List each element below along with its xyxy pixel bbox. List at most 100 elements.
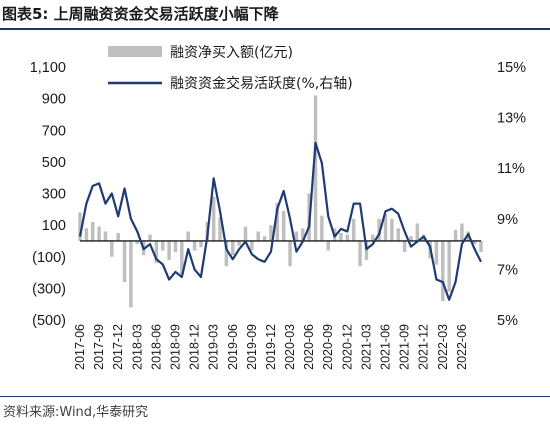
right-tick-label: 15%	[497, 60, 526, 76]
x-tick-label: 2019-12	[264, 324, 278, 370]
left-tick-label: (300)	[32, 281, 66, 297]
bar	[396, 228, 400, 241]
bar	[281, 210, 286, 241]
bar	[90, 221, 95, 241]
bar	[161, 240, 165, 251]
bar	[460, 223, 464, 241]
bar	[103, 231, 108, 241]
bar	[409, 236, 413, 241]
bar	[447, 240, 451, 292]
bar	[192, 240, 197, 251]
x-tick-label: 2017-06	[73, 324, 87, 370]
left-tick-label: 300	[42, 187, 66, 203]
left-tick-label: 1,100	[30, 60, 66, 76]
bar	[383, 214, 388, 241]
legend-line-label: 融资资金交易活跃度(%,右轴)	[170, 75, 353, 92]
legend: 融资净买入额(亿元) 融资资金交易活跃度(%,右轴)	[108, 45, 353, 92]
bar	[326, 240, 330, 251]
bar	[199, 240, 203, 248]
bar	[262, 236, 267, 241]
bar	[377, 218, 381, 241]
x-tick-label: 2022-06	[455, 324, 469, 370]
bar	[154, 240, 159, 264]
bar	[301, 228, 305, 241]
bar	[180, 240, 184, 275]
left-tick-label: 700	[42, 123, 66, 139]
left-tick-label: 500	[42, 155, 66, 171]
bar	[371, 234, 375, 241]
bar	[288, 240, 292, 267]
x-tick-label: 2021-12	[417, 324, 431, 370]
bar	[364, 240, 369, 260]
bar	[110, 240, 114, 257]
left-tick-label: 900	[42, 92, 66, 108]
bar	[237, 240, 241, 246]
bar	[84, 228, 89, 241]
bar	[453, 229, 458, 241]
x-tick-label: 2019-06	[226, 324, 240, 370]
x-tick-label: 2019-03	[207, 324, 221, 370]
x-tick-label: 2020-06	[302, 324, 316, 370]
right-tick-label: 11%	[497, 161, 525, 177]
bar	[243, 226, 248, 241]
right-axis: 15% 13% 11% 9% 7% 5%	[497, 60, 526, 329]
bar	[186, 231, 190, 241]
right-tick-label: 13%	[497, 111, 526, 127]
chart-title: 图表5: 上周融资资金交易活跃度小幅下降	[2, 5, 279, 23]
left-tick-label: (500)	[32, 313, 66, 329]
bar	[78, 212, 82, 241]
bar	[415, 223, 420, 241]
x-tick-label: 2017-12	[111, 324, 125, 370]
x-tick-label: 2021-03	[359, 324, 373, 370]
legend-bar-label: 融资净买入额(亿元)	[170, 45, 293, 61]
bar	[116, 233, 120, 241]
bar	[313, 95, 318, 241]
bar	[275, 202, 280, 241]
x-tick-label: 2018-06	[149, 324, 163, 370]
left-tick-label: (100)	[32, 250, 66, 266]
bar	[390, 218, 394, 241]
bar	[402, 240, 407, 253]
x-tick-label: 2021-06	[379, 324, 393, 370]
bar	[441, 240, 445, 302]
left-tick-label: 100	[42, 218, 66, 234]
bar	[472, 240, 477, 245]
right-tick-label: 7%	[497, 262, 518, 278]
line-series	[78, 141, 482, 301]
bar	[97, 226, 101, 241]
bar	[224, 240, 229, 267]
bar	[351, 218, 356, 241]
x-tick-label: 2018-03	[130, 324, 144, 370]
x-axis: 2017-06 2017-09 2017-12 2018-03 2018-06 2018-…	[73, 324, 469, 370]
bar	[148, 234, 152, 241]
bar	[320, 215, 324, 241]
x-tick-label: 2020-12	[340, 324, 354, 370]
bar	[167, 240, 171, 260]
x-tick-label: 2020-09	[321, 324, 335, 370]
bar	[345, 234, 350, 241]
bar	[122, 240, 127, 283]
x-tick-label: 2018-09	[168, 324, 182, 370]
x-tick-label: 2019-09	[245, 324, 259, 370]
footer-rule	[0, 396, 550, 397]
bar	[479, 240, 483, 253]
bar	[250, 240, 254, 251]
bar	[434, 240, 439, 265]
bar	[358, 240, 362, 267]
x-tick-label: 2022-03	[436, 324, 450, 370]
x-tick-label: 2020-03	[283, 324, 297, 370]
left-axis: 1,100 900 700 500 300 100 (100) (300) (500)	[30, 60, 66, 329]
bar	[231, 240, 235, 256]
x-tick-label: 2017-09	[92, 324, 106, 370]
bar	[218, 217, 222, 241]
right-tick-label: 9%	[497, 212, 518, 228]
right-tick-label: 5%	[497, 313, 518, 329]
bar	[135, 240, 140, 245]
bar	[256, 231, 260, 241]
bar	[339, 233, 343, 241]
x-tick-label: 2018-12	[188, 324, 202, 370]
title-rule	[0, 28, 550, 30]
bar	[129, 240, 133, 308]
x-tick-label: 2021-09	[398, 324, 412, 370]
